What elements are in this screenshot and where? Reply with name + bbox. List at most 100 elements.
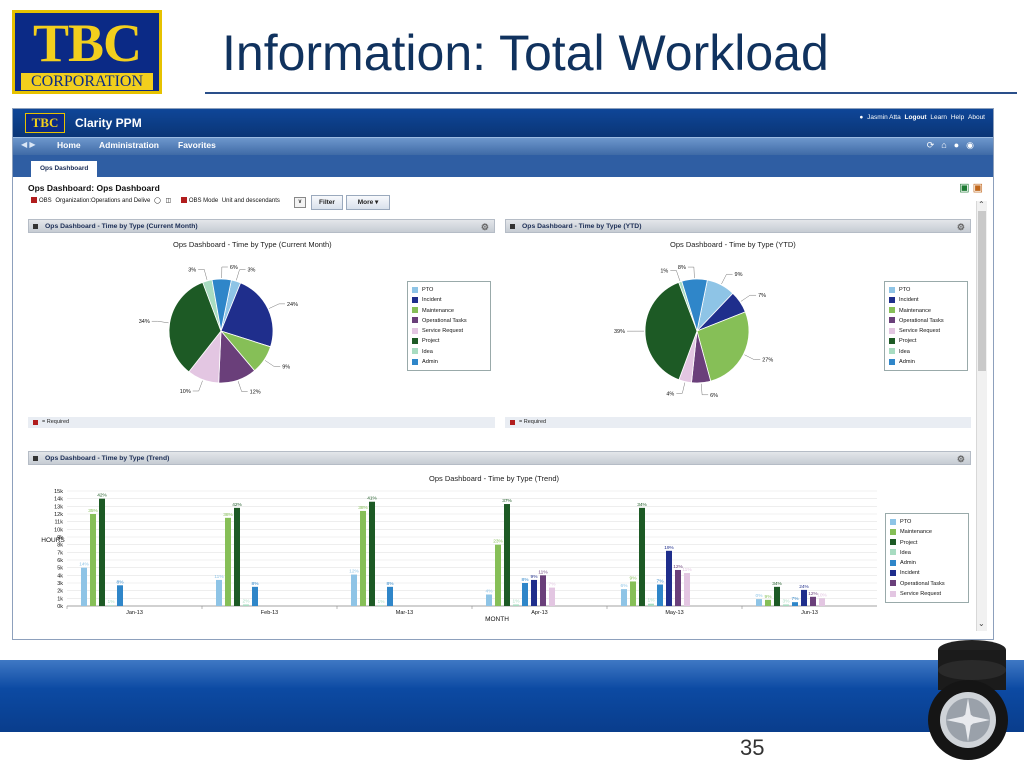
- pie-slice-project[interactable]: [168, 281, 222, 373]
- pdf-export-icon[interactable]: ▣: [972, 182, 983, 194]
- legend-label: Service Request: [422, 328, 464, 335]
- scroll-down-icon[interactable]: ⌄: [978, 619, 985, 628]
- gear-icon[interactable]: ⚙: [956, 454, 965, 464]
- refresh-icon[interactable]: ⟳: [926, 140, 942, 150]
- bar-operational-tasks-may-13[interactable]: [675, 569, 681, 606]
- pie-leader-line: [721, 273, 733, 285]
- pie-slice-incident[interactable]: [220, 282, 274, 348]
- help-icon[interactable]: ●: [953, 140, 967, 150]
- y-tick-label: 9k: [57, 535, 63, 541]
- nav-favorites[interactable]: Favorites: [178, 140, 216, 150]
- gear-icon[interactable]: ⚙: [956, 222, 965, 232]
- bar-idea-feb-13[interactable]: [243, 604, 249, 606]
- scroll-thumb[interactable]: [978, 211, 986, 371]
- bar-pto-jan-13[interactable]: [81, 567, 87, 606]
- bar-admin-may-13[interactable]: [657, 584, 663, 606]
- bar-project-jun-13[interactable]: [774, 586, 780, 606]
- bar-label: 8%: [522, 577, 530, 583]
- bar-operational-tasks-apr-13[interactable]: [540, 575, 546, 606]
- app-logo[interactable]: TBC: [25, 113, 65, 133]
- bar-admin-apr-13[interactable]: [522, 583, 528, 606]
- bar-idea-may-13[interactable]: [648, 603, 654, 606]
- scroll-up-icon[interactable]: ⌃: [978, 200, 985, 209]
- obs-browse-icon[interactable]: ◯: [154, 198, 161, 204]
- help-link[interactable]: Help: [950, 114, 965, 121]
- bar-maintenance-feb-13[interactable]: [225, 517, 231, 606]
- bar-admin-jun-13[interactable]: [792, 602, 798, 606]
- bar-maintenance-may-13[interactable]: [630, 581, 636, 606]
- bar-pto-apr-13[interactable]: [486, 594, 492, 607]
- pie-slice-project[interactable]: [644, 281, 698, 381]
- bar-pto-may-13[interactable]: [621, 589, 627, 606]
- bar-maintenance-apr-13[interactable]: [495, 544, 501, 606]
- bar-project-jan-13[interactable]: [99, 498, 105, 606]
- legend-swatch: [889, 348, 895, 355]
- tab-ops-dashboard[interactable]: Ops Dashboard: [31, 161, 98, 177]
- bar-maintenance-mar-13[interactable]: [360, 510, 366, 606]
- x-tick-label: Apr-13: [531, 610, 548, 616]
- bar-pto-mar-13[interactable]: [351, 574, 357, 606]
- bar-idea-jan-13[interactable]: [108, 605, 114, 606]
- bar-project-may-13[interactable]: [639, 507, 645, 606]
- bar-admin-mar-13[interactable]: [387, 586, 393, 606]
- page-heading: Ops Dashboard: Ops Dashboard: [28, 183, 160, 193]
- obs-mode-dropdown-icon[interactable]: ∨: [294, 197, 306, 208]
- bar-maintenance-jun-13[interactable]: [765, 599, 771, 606]
- bar-incident-may-13[interactable]: [666, 550, 672, 606]
- gear-icon[interactable]: ⚙: [480, 222, 489, 232]
- legend-swatch: [889, 286, 895, 293]
- bar-pto-jun-13[interactable]: [756, 599, 762, 606]
- bar-incident-jun-13[interactable]: [801, 589, 807, 606]
- legend-label: Operational Tasks: [899, 317, 944, 324]
- bar-admin-feb-13[interactable]: [252, 586, 258, 606]
- legend-label: Maintenance: [900, 529, 933, 536]
- legend-swatch: [889, 358, 895, 365]
- pie-label-pto: 3%: [248, 268, 256, 274]
- portlet-title-current: Ops Dashboard - Time by Type (Current Mo…: [45, 223, 198, 230]
- pie-slice-admin[interactable]: [681, 278, 708, 332]
- obs-value[interactable]: Organization:Operations and Delive: [55, 198, 151, 204]
- back-forward-icon[interactable]: ◀ ▶: [21, 140, 36, 149]
- bar-idea-jun-13[interactable]: [783, 604, 789, 606]
- obs-mode-value[interactable]: Unit and descendants: [221, 198, 280, 204]
- bar-project-mar-13[interactable]: [369, 501, 375, 606]
- nav-home[interactable]: Home: [57, 140, 81, 150]
- page-scrollbar[interactable]: ⌃ ⌄: [976, 200, 987, 631]
- bar-project-feb-13[interactable]: [234, 507, 240, 606]
- bar-service-request-jun-13[interactable]: [819, 598, 825, 606]
- pie-slice-maintenance[interactable]: [696, 311, 750, 382]
- bar-label: 1%: [513, 598, 521, 604]
- bar-incident-apr-13[interactable]: [531, 579, 537, 606]
- pie-label-admin: 6%: [230, 265, 238, 271]
- bar-service-request-may-13[interactable]: [684, 573, 690, 606]
- bar-pto-feb-13[interactable]: [216, 579, 222, 606]
- bar-maintenance-jan-13[interactable]: [90, 514, 96, 606]
- bar-admin-jan-13[interactable]: [117, 585, 123, 606]
- filter-button[interactable]: Filter: [311, 195, 343, 210]
- home-icon[interactable]: ⌂: [941, 140, 954, 150]
- more-button[interactable]: More ▾: [346, 195, 390, 210]
- binoculars-icon[interactable]: ◫: [165, 198, 172, 204]
- pie-slice-admin[interactable]: [211, 278, 232, 332]
- bar-idea-apr-13[interactable]: [513, 604, 519, 606]
- bar-operational-tasks-jun-13[interactable]: [810, 596, 816, 606]
- bar-label: 42%: [97, 493, 107, 499]
- bar-project-apr-13[interactable]: [504, 504, 510, 606]
- y-tick-label: 5k: [57, 566, 63, 572]
- legend-item-service-request: Service Request: [890, 589, 964, 599]
- collapse-icon[interactable]: [510, 224, 515, 229]
- title-divider: [205, 92, 1017, 94]
- excel-export-icon[interactable]: ▣: [959, 182, 970, 194]
- bar-service-request-apr-13[interactable]: [549, 587, 555, 606]
- learn-link[interactable]: Learn: [930, 114, 947, 121]
- app-name: Clarity PPM: [75, 116, 142, 130]
- about-link[interactable]: About: [968, 114, 985, 121]
- bar-idea-mar-13[interactable]: [378, 605, 384, 606]
- nav-administration[interactable]: Administration: [99, 140, 159, 150]
- legend-label: Idea: [422, 348, 433, 355]
- settings-icon[interactable]: ◉: [966, 140, 981, 150]
- logout-link[interactable]: Logout: [904, 114, 927, 121]
- collapse-icon[interactable]: [33, 224, 38, 229]
- collapse-icon[interactable]: [33, 456, 38, 461]
- bar-label: 1%: [648, 598, 656, 604]
